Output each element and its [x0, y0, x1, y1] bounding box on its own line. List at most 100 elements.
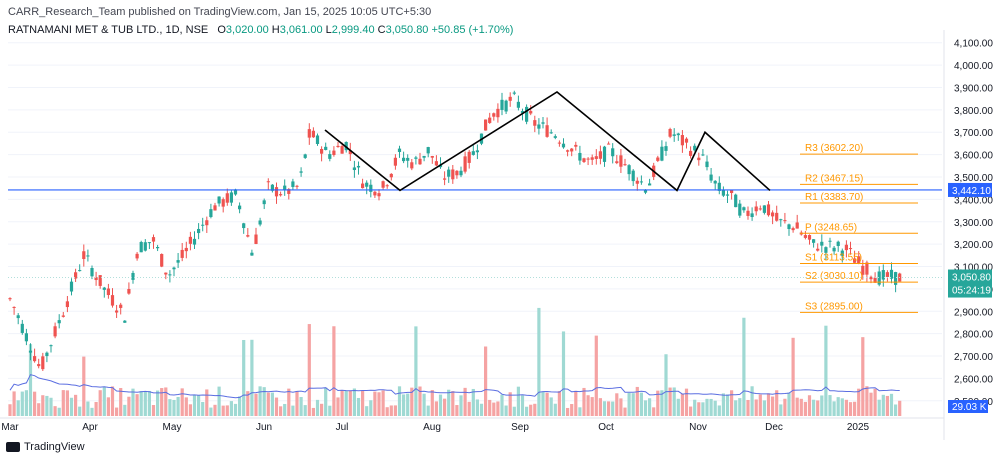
volume-bar: [693, 399, 697, 416]
candle-body: [885, 272, 889, 277]
candle-body: [639, 181, 643, 183]
volume-bar: [192, 394, 197, 416]
volume-bar: [320, 403, 324, 416]
candle-body: [299, 171, 303, 173]
volume-bar: [627, 392, 631, 416]
volume-bar: [299, 397, 303, 416]
candle-body: [49, 345, 53, 347]
volume-bar: [258, 386, 262, 416]
high-value: 3,061.00: [279, 24, 323, 36]
candle-body: [213, 205, 217, 211]
volume-bar: [812, 399, 816, 416]
volume-bar: [365, 406, 369, 416]
candle-body: [127, 289, 131, 294]
candle-body: [385, 185, 389, 187]
candle-body: [217, 196, 221, 204]
candle-body: [250, 252, 254, 256]
candle-body: [783, 220, 787, 222]
candle-body: [881, 270, 885, 280]
volume-bar: [680, 393, 684, 416]
candle-body: [807, 235, 812, 240]
candle-body: [832, 247, 836, 252]
candle-body: [877, 271, 881, 285]
candle-body: [147, 242, 151, 244]
volume-bar: [270, 392, 274, 416]
candle-body: [86, 255, 90, 257]
tradingview-logo-icon: [6, 442, 20, 452]
volume-bar: [553, 403, 557, 416]
volume-bar: [434, 401, 438, 416]
volume-bar: [393, 405, 397, 416]
close-value: 3,050.80: [385, 24, 429, 36]
pivot-label: R3 (3602.20): [805, 143, 863, 154]
pivot-label: R2 (3467.15): [805, 173, 863, 184]
volume-bar: [102, 386, 106, 416]
candle-body: [894, 272, 898, 285]
x-axis: Mar Apr May Jun Jul Aug Sep Oct Nov Dec 2025: [1, 422, 869, 433]
candle-body: [471, 151, 475, 155]
candle-body: [414, 157, 418, 159]
volume-bar: [115, 407, 119, 416]
volume-bars: [8, 307, 902, 416]
candle-body: [701, 154, 705, 156]
candle-body: [758, 208, 762, 210]
volume-bar: [65, 390, 69, 416]
candle-body: [689, 150, 693, 156]
volume-bar: [447, 389, 451, 416]
candle-body: [78, 270, 82, 272]
y-tick-label: 3,300.00: [954, 218, 993, 229]
candle-body: [791, 228, 795, 231]
volume-bar: [861, 337, 865, 416]
volume-bar: [508, 392, 512, 416]
volume-bar: [266, 392, 270, 416]
candle-body: [795, 222, 799, 229]
volume-bar: [664, 354, 668, 416]
last-price-label: 3,050.80: [952, 273, 991, 284]
volume-bar: [537, 307, 541, 416]
candle-body: [705, 161, 709, 168]
volume-bar: [689, 406, 693, 416]
candle-body: [221, 199, 225, 207]
candle-body: [389, 173, 393, 178]
x-tick-label: Oct: [598, 422, 614, 433]
volume-bar: [574, 390, 578, 416]
volume-bar: [779, 404, 783, 416]
y-tick-label: 3,600.00: [954, 151, 993, 162]
candle-body: [254, 234, 258, 244]
candle-body: [643, 190, 648, 193]
candle-body: [451, 169, 455, 180]
volume-bar: [12, 391, 16, 416]
volume-bar: [82, 356, 86, 416]
support-line-price-tag: 3,442.10: [948, 182, 992, 197]
volume-bar: [463, 387, 467, 416]
volume-bar: [291, 405, 295, 416]
volume-bar: [795, 397, 799, 416]
volume-bar: [602, 401, 607, 416]
candle-body: [504, 100, 508, 112]
volume-bar: [783, 398, 787, 416]
candle-body: [742, 207, 746, 211]
volume-bar: [406, 393, 410, 416]
candle-body: [90, 267, 94, 277]
candle-body: [684, 138, 689, 143]
volume-bar: [352, 388, 356, 416]
volume-bar: [844, 399, 848, 416]
candle-body: [393, 157, 397, 166]
volume-bar: [233, 403, 238, 416]
footer-brand[interactable]: TradingView: [6, 441, 85, 453]
candle-body: [660, 146, 664, 161]
volume-bar: [197, 395, 201, 416]
candle-body: [279, 194, 283, 196]
candle-body: [274, 187, 279, 197]
volume-bar: [324, 387, 328, 416]
candle-body: [143, 242, 147, 251]
volume-bar: [488, 399, 492, 416]
volume-bar: [246, 391, 250, 416]
candle-body: [709, 174, 713, 181]
volume-bar: [820, 395, 824, 416]
candle-body: [664, 146, 668, 151]
volume-bar: [250, 339, 254, 416]
volume-bar: [762, 400, 766, 416]
candle-body: [619, 155, 623, 167]
